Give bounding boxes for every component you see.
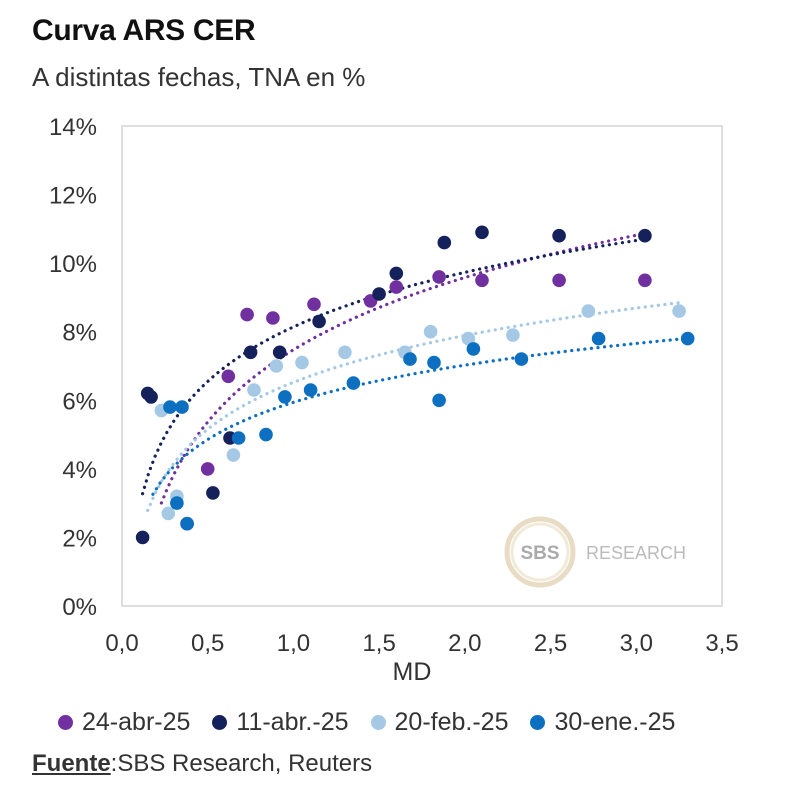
data-point bbox=[389, 280, 404, 294]
data-point bbox=[638, 273, 652, 288]
legend-marker bbox=[212, 715, 228, 730]
data-point bbox=[144, 390, 158, 404]
data-point bbox=[221, 369, 236, 384]
y-tick-label: 6% bbox=[62, 388, 97, 415]
source-text: :SBS Research, Reuters bbox=[110, 750, 373, 777]
data-point bbox=[295, 355, 309, 370]
data-point bbox=[135, 530, 150, 545]
data-point bbox=[552, 228, 566, 243]
data-point bbox=[278, 390, 292, 404]
x-tick-label: 3,0 bbox=[620, 630, 653, 657]
data-point bbox=[161, 506, 176, 521]
y-tick-label: 12% bbox=[49, 183, 97, 210]
sbs-research-watermark: SBS RESEARCH bbox=[504, 516, 686, 588]
data-point bbox=[427, 355, 441, 370]
y-tick-label: 4% bbox=[62, 457, 97, 484]
trendline bbox=[151, 336, 690, 496]
data-point bbox=[475, 225, 489, 240]
legend-label: 30-ene.-25 bbox=[554, 708, 676, 736]
watermark-circle-text: SBS bbox=[520, 543, 559, 564]
y-tick-label: 2% bbox=[62, 525, 97, 552]
legend-label: 24-abr-25 bbox=[82, 708, 191, 736]
data-point bbox=[247, 383, 261, 397]
data-point bbox=[175, 400, 189, 414]
data-point bbox=[303, 383, 318, 397]
trendline bbox=[159, 231, 647, 505]
y-tick-label: 0% bbox=[62, 594, 97, 621]
x-tick-label: 2,0 bbox=[448, 630, 481, 657]
data-point bbox=[581, 304, 596, 318]
legend-item: 11-abr.-25 bbox=[212, 708, 349, 737]
x-tick-label: 1,0 bbox=[277, 630, 310, 657]
data-point bbox=[591, 331, 606, 346]
data-point bbox=[346, 376, 361, 390]
x-tick-label: 0,5 bbox=[191, 630, 224, 657]
legend-marker bbox=[370, 715, 386, 730]
data-point bbox=[266, 311, 280, 325]
data-point bbox=[638, 228, 652, 243]
watermark-text: RESEARCH bbox=[586, 543, 686, 563]
data-point bbox=[475, 273, 489, 288]
data-point bbox=[672, 304, 686, 318]
chart-subtitle: A distintas fechas, TNA en % bbox=[32, 62, 366, 92]
data-point bbox=[423, 324, 438, 339]
data-point bbox=[259, 427, 273, 442]
x-tick-label: 2,5 bbox=[534, 630, 567, 657]
legend-marker bbox=[58, 715, 73, 730]
watermark-circle bbox=[504, 516, 576, 588]
chart-title: Curva ARS CER bbox=[32, 14, 256, 47]
data-point bbox=[466, 342, 481, 356]
data-point bbox=[437, 235, 452, 250]
data-point bbox=[163, 400, 177, 414]
data-point bbox=[680, 331, 695, 346]
data-point bbox=[432, 393, 446, 408]
data-point bbox=[206, 486, 220, 500]
legend-label: 11-abr.-25 bbox=[236, 708, 349, 736]
x-tick-label: 1,5 bbox=[362, 630, 395, 657]
data-point bbox=[231, 431, 246, 445]
y-tick-label: 14% bbox=[49, 114, 97, 141]
x-tick-label: 3,5 bbox=[705, 630, 738, 657]
data-point bbox=[552, 273, 566, 288]
source-label: Fuente bbox=[32, 750, 111, 777]
data-point bbox=[403, 352, 417, 366]
scatter-chart: SBS RESEARCH 0% 2% 4% 6% 8% 10% 12% 14% 0,0 0,5 1,… bbox=[49, 114, 739, 686]
data-point bbox=[243, 345, 258, 360]
data-point bbox=[226, 448, 241, 462]
x-tick-label: 0,0 bbox=[105, 630, 138, 657]
y-tick-label: 10% bbox=[49, 251, 97, 278]
x-axis-label: MD bbox=[393, 658, 432, 686]
legend-item: 24-abr-25 bbox=[58, 708, 190, 737]
data-point bbox=[180, 516, 194, 531]
legend-label: 20-feb.-25 bbox=[394, 708, 509, 736]
data-point bbox=[170, 496, 184, 510]
legend-item: 30-ene.-25 bbox=[530, 708, 675, 737]
data-point bbox=[269, 359, 284, 373]
data-point bbox=[389, 266, 404, 281]
data-point bbox=[514, 352, 529, 366]
data-point bbox=[240, 307, 254, 322]
legend-item: 20-feb.-25 bbox=[370, 708, 509, 737]
source-note: Fuente:SBS Research, Reuters bbox=[32, 750, 372, 778]
plot-area bbox=[121, 125, 723, 607]
legend-marker bbox=[530, 715, 546, 730]
data-point bbox=[312, 314, 326, 329]
watermark-inner-circle bbox=[510, 522, 570, 582]
data-point bbox=[461, 331, 476, 346]
data-point bbox=[506, 328, 520, 342]
data-point bbox=[338, 345, 352, 360]
data-point bbox=[307, 297, 321, 312]
data-point bbox=[272, 345, 287, 360]
data-point bbox=[372, 287, 386, 301]
y-tick-label: 8% bbox=[62, 320, 97, 347]
data-point bbox=[200, 462, 215, 476]
chart-legend: 24-abr-25 11-abr.-25 20-feb.-25 30-ene.-25 bbox=[58, 708, 697, 737]
data-point bbox=[432, 270, 446, 284]
